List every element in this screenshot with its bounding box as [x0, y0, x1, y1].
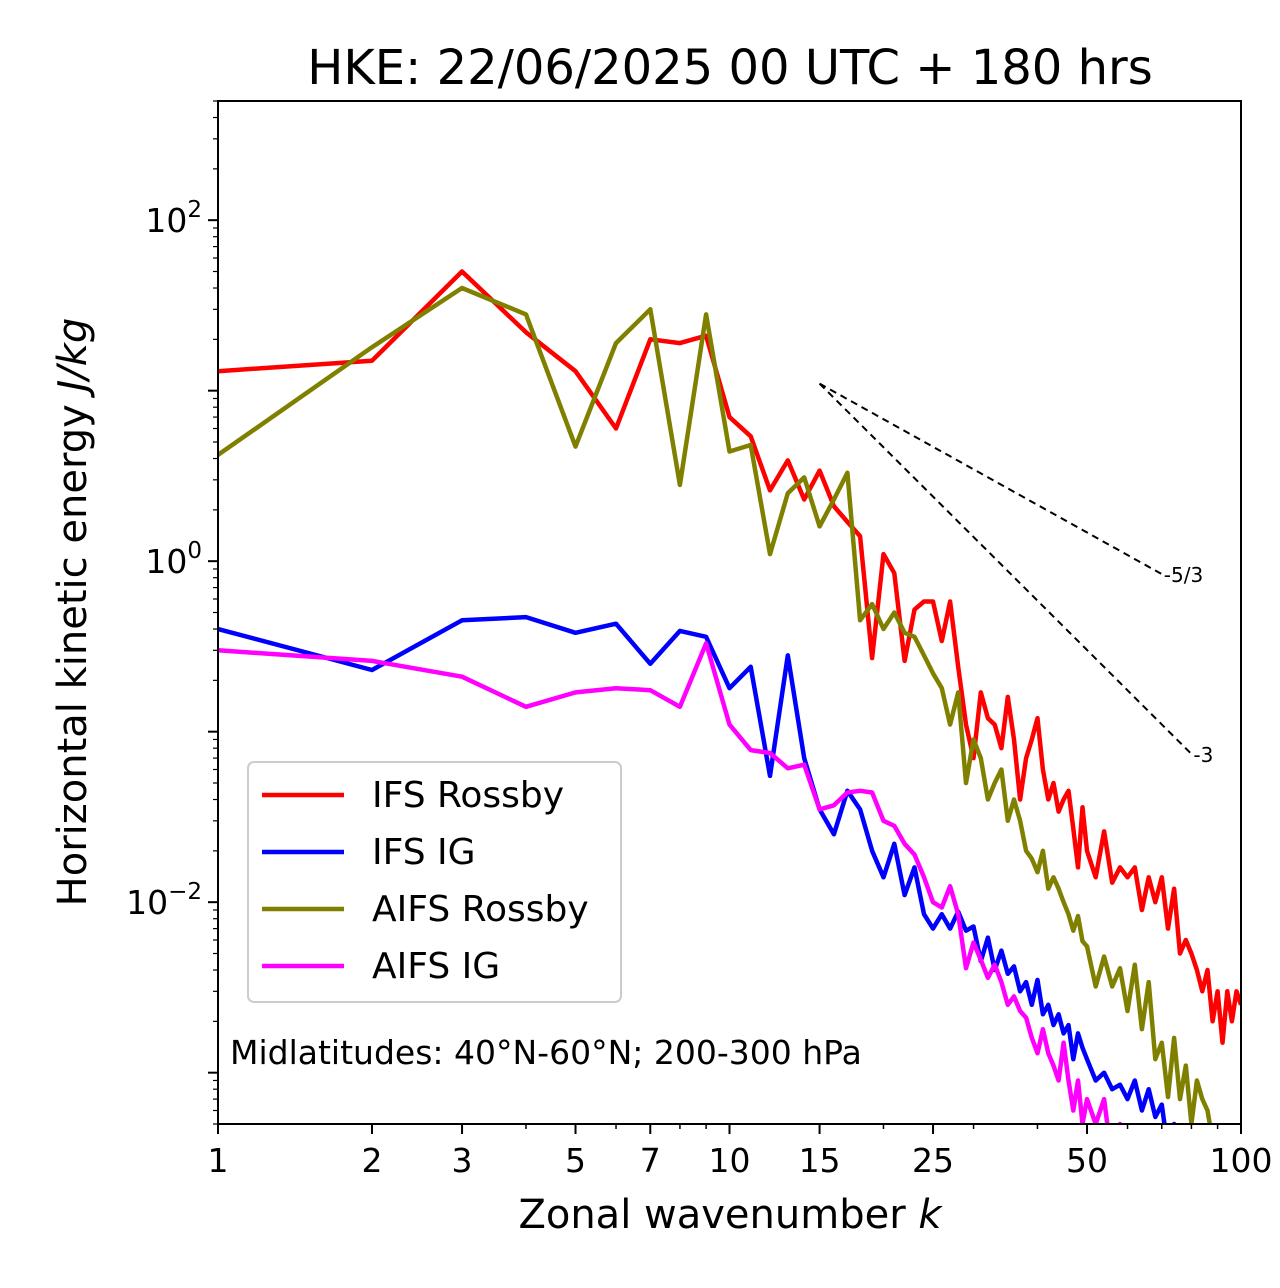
x-tick-label: 1: [208, 1141, 229, 1180]
y-axis-label-text: Horizontal kinetic energy: [50, 392, 96, 907]
y-axis-label: Horizontal kinetic energy J/kg: [50, 318, 96, 907]
x-tick-label: 100: [1210, 1141, 1273, 1180]
x-axis-label: Zonal wavenumber k: [518, 1192, 943, 1238]
series-line-aifs-ig: [218, 641, 1123, 1124]
y-tick-label: 102: [145, 197, 202, 240]
series-layer: [218, 269, 1241, 1124]
legend-label: IFS Rossby: [372, 775, 564, 816]
x-tick-label: 7: [640, 1141, 661, 1180]
legend-label: AIFS Rossby: [372, 889, 589, 930]
series-line-ifs-ig: [218, 614, 1177, 1124]
legend-label: AIFS IG: [372, 946, 500, 987]
reference-slope-line: [819, 382, 1163, 575]
x-tick-label: 15: [799, 1141, 841, 1180]
x-tick-label: 10: [709, 1141, 751, 1180]
x-tick-label: 5: [565, 1141, 586, 1180]
x-tick-label: 50: [1066, 1141, 1108, 1180]
y-tick-label: 10−2: [126, 879, 202, 922]
x-tick-label: 2: [361, 1141, 382, 1180]
reference-slope-line: [818, 382, 1193, 755]
reference-slope-label: -3: [1193, 743, 1213, 767]
y-tick-label: 100: [145, 538, 202, 581]
legend: IFS Rossby IFS IG AIFS Rossby AIFS IG: [247, 761, 622, 1003]
axis-ticks: 1 2 3 5 7 10 15 25 50 100 102 100 10−2: [126, 100, 1273, 1180]
reference-slopes: -5/3 -3: [818, 382, 1213, 767]
series-line-ifs-rossby: [218, 269, 1241, 1045]
x-tick-label: 3: [452, 1141, 473, 1180]
x-tick-label: 25: [912, 1141, 954, 1180]
reference-slope-label: -5/3: [1164, 563, 1203, 587]
series-line-aifs-rossby: [218, 285, 1213, 1124]
legend-label: IFS IG: [372, 832, 476, 873]
legend-box: [247, 761, 622, 1003]
region-annotation: Midlatitudes: 40°N-60°N; 200-300 hPa: [230, 1033, 862, 1072]
x-axis-label-var: k: [918, 1192, 943, 1238]
y-axis-label-unit: J/kg: [50, 318, 96, 399]
x-axis-label-text: Zonal wavenumber: [518, 1192, 918, 1238]
chart-title: HKE: 22/06/2025 00 UTC + 180 hrs: [307, 40, 1153, 96]
